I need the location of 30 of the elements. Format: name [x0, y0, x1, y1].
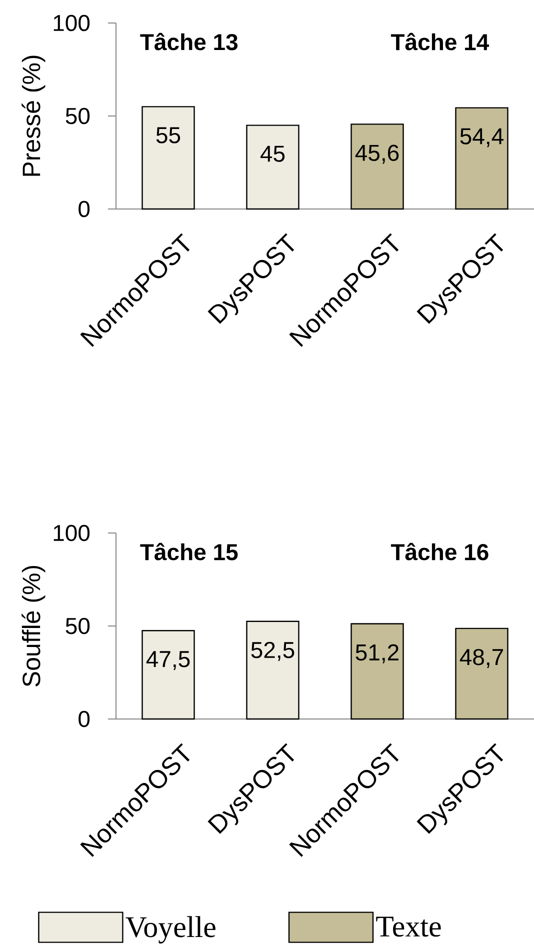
data-label: 48,7: [460, 648, 503, 668]
legend-label: Voyelle: [126, 916, 216, 944]
data-label: 55: [156, 127, 180, 144]
annotation: Tâche 14: [390, 32, 490, 50]
legend-label: Texte: [376, 916, 441, 937]
y-tick-label: 100: [54, 14, 90, 32]
y-axis-title: Pressé (%): [22, 56, 46, 176]
y-tick-label: 100: [54, 524, 90, 542]
data-label: 47,5: [146, 651, 190, 670]
annotation: Tâche 15: [140, 542, 238, 560]
bar: [350, 623, 404, 720]
bar: [455, 628, 508, 720]
bar: [246, 620, 300, 720]
y-tick-label: 50: [66, 618, 90, 634]
data-label: 54,4: [460, 128, 504, 148]
bar: [142, 106, 195, 210]
annotation: Tâche 13: [140, 32, 238, 50]
data-label: 45: [260, 146, 285, 162]
annotation: Tâche 16: [390, 542, 488, 560]
bar: [350, 124, 404, 210]
y-axis-title: Soufflé (%): [22, 566, 46, 686]
y-tick-label: 0: [78, 710, 90, 728]
data-label: 52,5: [251, 642, 294, 661]
data-label: 51,2: [356, 644, 398, 664]
y-tick-label: 50: [66, 108, 90, 124]
bar: [142, 630, 195, 720]
data-label: 45,6: [355, 144, 399, 164]
bar: [246, 124, 300, 210]
bar: [455, 107, 508, 210]
y-tick-label: 0: [78, 200, 90, 218]
